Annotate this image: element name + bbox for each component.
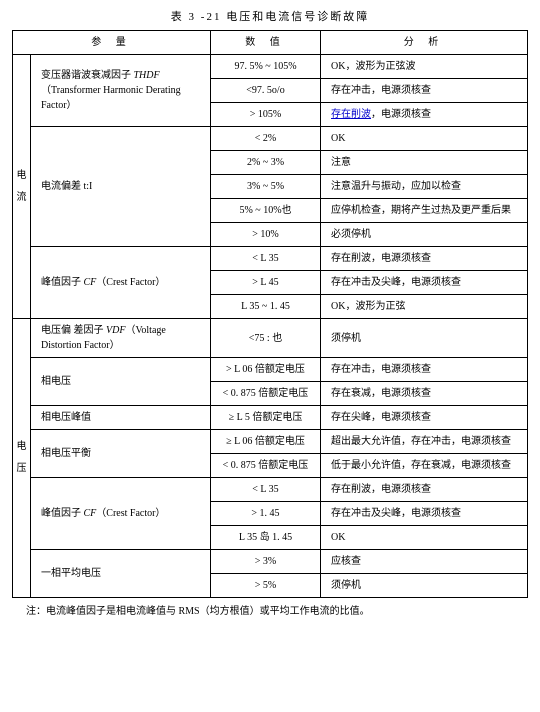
- header-analysis: 分 析: [321, 31, 528, 55]
- val: < 2%: [211, 127, 321, 151]
- val: <75 : 也: [211, 319, 321, 358]
- table-row: 电 压 电压偏 差因子 VDF（Voltage Distortion Facto…: [13, 319, 528, 358]
- abbr: THDF: [134, 70, 160, 81]
- val: 97. 5% ~ 105%: [211, 55, 321, 79]
- ana: OK，波形为正弦: [321, 295, 528, 319]
- ana: 须停机: [321, 319, 528, 358]
- val: <97. 5o/o: [211, 79, 321, 103]
- ana: 存在冲击，电源须核查: [321, 79, 528, 103]
- val: > L 45: [211, 271, 321, 295]
- param-avg: 一相平均电压: [31, 550, 211, 598]
- val: 3% ~ 5%: [211, 175, 321, 199]
- val: > 1. 45: [211, 502, 321, 526]
- val: 2% ~ 3%: [211, 151, 321, 175]
- abbr: CF: [84, 508, 97, 519]
- table-row: 一相平均电压 > 3% 应核查: [13, 550, 528, 574]
- ana: 存在冲击及尖峰，电源须核查: [321, 271, 528, 295]
- val: > L 06 倍额定电压: [211, 358, 321, 382]
- val: < 0. 875 倍额定电压: [211, 454, 321, 478]
- val: L 35 ~ 1. 45: [211, 295, 321, 319]
- text: （Crest Factor）: [96, 508, 165, 519]
- param-thdf: 变压器谐波衰减因子 THDF （Transformer Harmonic Dera…: [31, 55, 211, 127]
- param-tI: 电流偏差 t:I: [31, 127, 211, 247]
- ana: 注意: [321, 151, 528, 175]
- ana: 须停机: [321, 574, 528, 598]
- link-text: 存在削波: [331, 109, 371, 120]
- text: （Transformer Harmonic Derating Factor）: [41, 85, 181, 111]
- table-row: 峰值因子 CF（Crest Factor） < L 35 存在削波，电源须核查: [13, 247, 528, 271]
- param-vdf: 电压偏 差因子 VDF（Voltage Distortion Factor）: [31, 319, 211, 358]
- table-title: 表 3 -21 电压和电流信号诊断故障: [12, 8, 528, 24]
- diagnosis-table: 参 量 数 值 分 析 电 流 变压器谐波衰减因子 THDF（Transform…: [12, 30, 528, 598]
- vchar: 压: [14, 458, 29, 480]
- ana: OK: [321, 127, 528, 151]
- table-row: 相电压 > L 06 倍额定电压 存在冲击，电源须核查: [13, 358, 528, 382]
- param-cfV: 峰值因子 CF（Crest Factor）: [31, 478, 211, 550]
- footnote: 注：电流峰值因子是相电流峰值与 RMS（均方根值）或平均工作电流的比值。: [12, 602, 528, 617]
- val: > 5%: [211, 574, 321, 598]
- text: 变压器谐波衰减因子: [41, 70, 134, 81]
- ana: 存在尖峰，电源须核查: [321, 406, 528, 430]
- table-row: 相电压平衡 ≥ L 06 倍额定电压 超出最大允许值，存在冲击，电源须核查: [13, 430, 528, 454]
- val: ≥ L 06 倍额定电压: [211, 430, 321, 454]
- header-value: 数 值: [211, 31, 321, 55]
- ana: 存在冲击及尖峰，电源须核查: [321, 502, 528, 526]
- ana: 存在削波，电源须核查: [321, 247, 528, 271]
- ana: 低于最小允许值，存在衰减，电源须核查: [321, 454, 528, 478]
- table-row: 电 流 变压器谐波衰减因子 THDF（Transformer Harmonic …: [13, 55, 528, 79]
- val: L 35 岛 1. 45: [211, 526, 321, 550]
- header-row: 参 量 数 值 分 析: [13, 31, 528, 55]
- text: 峰值因子: [41, 508, 84, 519]
- text: 电压偏 差因子: [41, 325, 106, 336]
- ana: 必须停机: [321, 223, 528, 247]
- ana: 应核查: [321, 550, 528, 574]
- table-row: 电流偏差 t:I < 2% OK: [13, 127, 528, 151]
- val: > 3%: [211, 550, 321, 574]
- ana: 注意温升与振动，应加以检查: [321, 175, 528, 199]
- val: > 10%: [211, 223, 321, 247]
- val: < L 35: [211, 247, 321, 271]
- table-row: 相电压峰值 ≥ L 5 倍额定电压 存在尖峰，电源须核查: [13, 406, 528, 430]
- val: ≥ L 5 倍额定电压: [211, 406, 321, 430]
- text: ，电源须核查: [371, 109, 431, 120]
- ana: 存在削波，电源须核查: [321, 478, 528, 502]
- abbr: VDF: [106, 325, 125, 336]
- val: 5% ~ 10%也: [211, 199, 321, 223]
- ana: 存在衰减，电源须核查: [321, 382, 528, 406]
- vchar: 流: [14, 187, 29, 209]
- text: （Crest Factor）: [96, 277, 165, 288]
- ana: 应停机检查，期将产生过热及更严重后果: [321, 199, 528, 223]
- header-param: 参 量: [13, 31, 211, 55]
- param-phv: 相电压: [31, 358, 211, 406]
- vchar: 电: [14, 165, 29, 187]
- group-current: 电 流: [13, 55, 31, 319]
- param-phvp: 相电压峰值: [31, 406, 211, 430]
- ana: OK: [321, 526, 528, 550]
- val: < 0. 875 倍额定电压: [211, 382, 321, 406]
- ana: 存在削波，电源须核查: [321, 103, 528, 127]
- param-cfI: 峰值因子 CF（Crest Factor）: [31, 247, 211, 319]
- group-voltage: 电 压: [13, 319, 31, 598]
- ana: OK，波形为正弦波: [321, 55, 528, 79]
- abbr: CF: [84, 277, 97, 288]
- table-row: 峰值因子 CF（Crest Factor） < L 35 存在削波，电源须核查: [13, 478, 528, 502]
- val: < L 35: [211, 478, 321, 502]
- val: > 105%: [211, 103, 321, 127]
- vchar: 电: [14, 436, 29, 458]
- ana: 超出最大允许值，存在冲击，电源须核查: [321, 430, 528, 454]
- param-phvb: 相电压平衡: [31, 430, 211, 478]
- ana: 存在冲击，电源须核查: [321, 358, 528, 382]
- text: 峰值因子: [41, 277, 84, 288]
